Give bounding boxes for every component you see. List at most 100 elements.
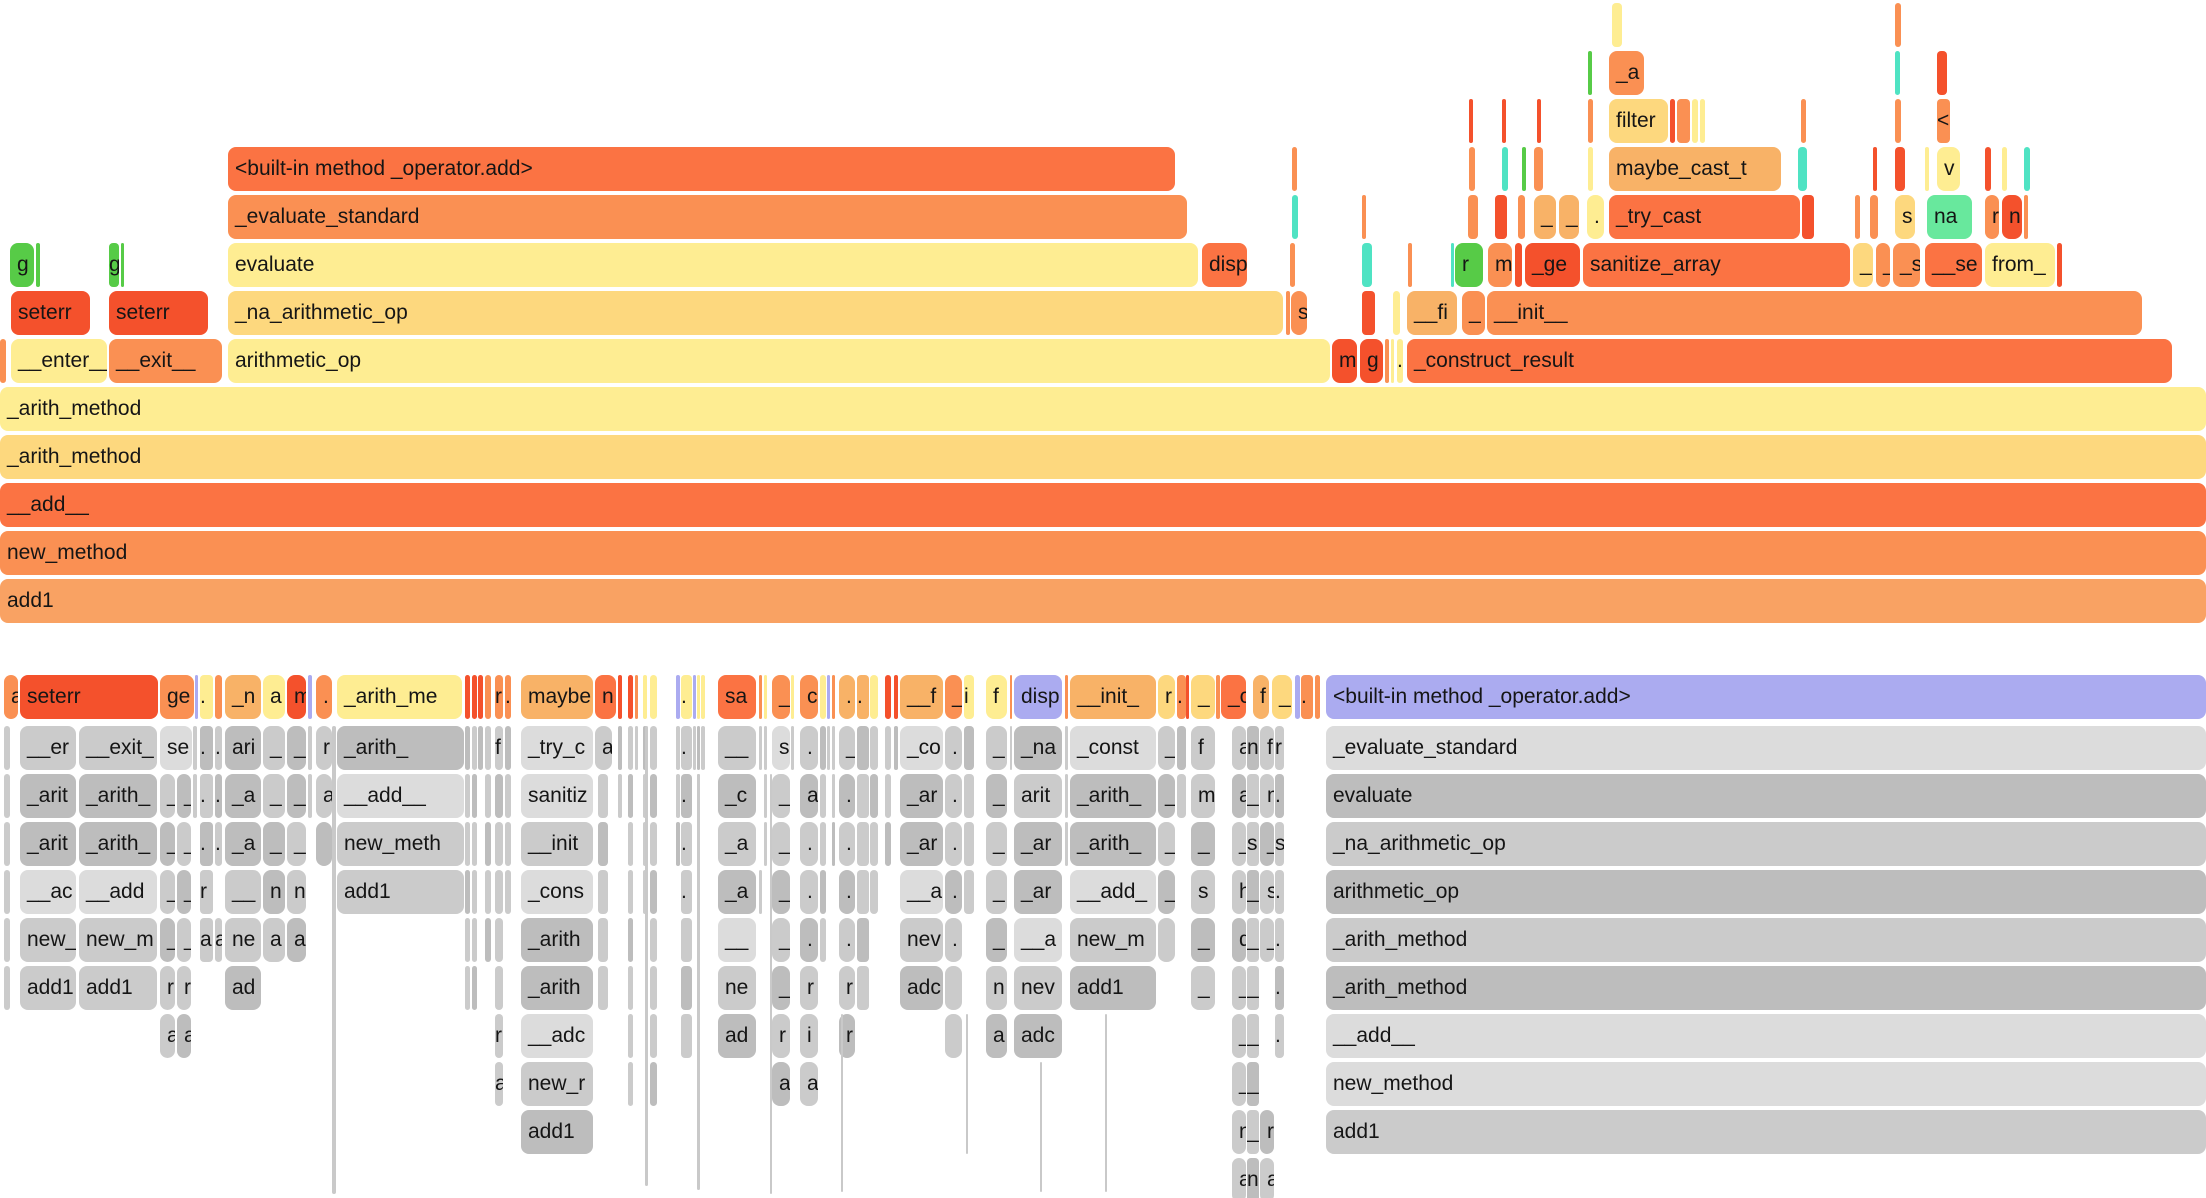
frame-sliver[interactable]: [1315, 675, 1320, 719]
frame-_[interactable]: _: [287, 822, 306, 866]
frame-sa[interactable]: sa: [718, 675, 756, 719]
frame-sliver[interactable]: [1534, 147, 1543, 191]
frame-sliver-column[interactable]: [966, 1014, 968, 1154]
frame-sliver[interactable]: [472, 918, 477, 962]
frame-ge[interactable]: ge: [160, 675, 194, 719]
frame-i[interactable]: i: [964, 675, 974, 719]
frame-r[interactable]: r: [800, 966, 818, 1010]
frame-sliver[interactable]: [472, 774, 477, 818]
frame-sliver[interactable]: [1186, 675, 1189, 719]
frame-sliver[interactable]: [759, 870, 762, 914]
frame-new_m[interactable]: new_m: [79, 918, 157, 962]
frame-sliver[interactable]: [472, 675, 477, 719]
frame-add1[interactable]: add1: [521, 1110, 593, 1154]
frame-sliver[interactable]: [215, 675, 222, 719]
frame-frame[interactable]: .: [681, 870, 692, 914]
frame-_[interactable]: _: [1534, 195, 1556, 239]
frame-sliver[interactable]: [618, 726, 622, 770]
frame-new_method[interactable]: new_method: [1326, 1062, 2206, 1106]
frame-sliver[interactable]: [1065, 774, 1068, 818]
frame-frame[interactable]: .: [945, 918, 962, 962]
frame-sliver[interactable]: [693, 726, 696, 770]
frame-sliver[interactable]: [1177, 774, 1186, 818]
frame-seterr[interactable]: seterr: [20, 675, 158, 719]
frame-__f[interactable]: __f: [900, 675, 943, 719]
frame-sliver[interactable]: [1177, 726, 1186, 770]
frame-r[interactable]: r: [1158, 675, 1175, 719]
frame-sliver[interactable]: [472, 966, 477, 1010]
frame-__add[interactable]: __add: [79, 870, 157, 914]
frame-a[interactable]: a: [263, 918, 285, 962]
frame-add1[interactable]: add1: [337, 870, 464, 914]
frame-sliver[interactable]: [465, 675, 470, 719]
frame-sliver[interactable]: [1502, 99, 1506, 143]
frame-frame[interactable]: .: [1275, 966, 1284, 1010]
frame-frame[interactable]: .: [839, 774, 855, 818]
frame-__add__[interactable]: __add__: [0, 483, 2206, 527]
frame-_[interactable]: _: [1191, 966, 1215, 1010]
frame-frame[interactable]: .: [505, 675, 511, 719]
frame-sliver[interactable]: [465, 870, 470, 914]
frame-sliver[interactable]: [2057, 243, 2062, 287]
frame-_[interactable]: _: [772, 870, 790, 914]
frame-_[interactable]: _: [839, 726, 855, 770]
frame-n[interactable]: n: [986, 966, 1007, 1010]
frame-sliver[interactable]: [1393, 291, 1400, 335]
frame-sliver[interactable]: [465, 966, 470, 1010]
frame-sliver[interactable]: [495, 870, 503, 914]
frame-__init__[interactable]: __init__: [1487, 291, 2142, 335]
frame-sliver[interactable]: [628, 675, 633, 719]
frame-sliver[interactable]: [1010, 726, 1012, 770]
frame-frame[interactable]: .: [681, 726, 692, 770]
frame-sliver[interactable]: [1870, 195, 1878, 239]
frame-_arith_method[interactable]: _arith_method: [1326, 918, 2206, 962]
frame-sliver[interactable]: [193, 774, 197, 818]
frame-__se[interactable]: __se: [1925, 243, 1982, 287]
frame-frame[interactable]: .: [215, 822, 222, 866]
frame-_[interactable]: _: [1158, 822, 1175, 866]
frame-sliver-column[interactable]: [645, 726, 648, 1186]
frame-sliver[interactable]: [759, 675, 762, 719]
frame-_[interactable]: _: [177, 822, 191, 866]
frame-frame[interactable]: <: [1937, 99, 1950, 143]
frame-_a[interactable]: _a: [718, 870, 756, 914]
frame-sliver[interactable]: [1469, 99, 1473, 143]
frame-r[interactable]: r: [839, 1014, 855, 1058]
frame-sliver-column[interactable]: [1040, 1062, 1042, 1192]
frame-sliver[interactable]: [857, 726, 869, 770]
frame-_arith_me[interactable]: _arith_me: [337, 675, 462, 719]
frame-sliver[interactable]: [628, 918, 633, 962]
frame-_ar[interactable]: _ar: [900, 774, 943, 818]
frame-_try_cast[interactable]: _try_cast: [1609, 195, 1800, 239]
frame-__fi[interactable]: __fi: [1407, 291, 1457, 335]
frame-from_[interactable]: from_: [1985, 243, 2055, 287]
frame-sliver[interactable]: [1158, 918, 1175, 962]
frame-sliver[interactable]: [676, 822, 680, 866]
frame-seterr[interactable]: seterr: [109, 291, 208, 335]
frame-g[interactable]: g: [1360, 339, 1383, 383]
frame-_[interactable]: _: [1260, 822, 1274, 866]
frame-sliver[interactable]: [308, 726, 312, 770]
frame-sliver-column[interactable]: [841, 1014, 843, 1192]
frame-sliver[interactable]: [870, 726, 878, 770]
frame-sliver[interactable]: [676, 675, 680, 719]
frame-sliver[interactable]: [1588, 147, 1593, 191]
frame-r[interactable]: r: [160, 966, 175, 1010]
frame-_arith_[interactable]: _arith_: [337, 726, 464, 770]
frame-a[interactable]: a: [1260, 1158, 1274, 1198]
frame-na[interactable]: na: [1927, 195, 1972, 239]
frame-sliver[interactable]: [832, 675, 835, 719]
frame-sliver[interactable]: [894, 726, 898, 770]
frame-a[interactable]: a: [1232, 726, 1246, 770]
frame-ad[interactable]: ad: [718, 1014, 756, 1058]
frame-frame[interactable]: .: [800, 918, 818, 962]
frame-seterr[interactable]: seterr: [11, 291, 90, 335]
frame-sliver[interactable]: [4, 966, 10, 1010]
frame-sliver[interactable]: [1895, 99, 1901, 143]
frame-__[interactable]: __: [225, 870, 261, 914]
frame-sliver[interactable]: [495, 918, 503, 962]
frame-sliver[interactable]: [628, 870, 633, 914]
frame-_[interactable]: _: [1853, 243, 1873, 287]
frame-sliver[interactable]: [1985, 147, 1991, 191]
frame-_na_arithmetic_op[interactable]: _na_arithmetic_op: [228, 291, 1283, 335]
